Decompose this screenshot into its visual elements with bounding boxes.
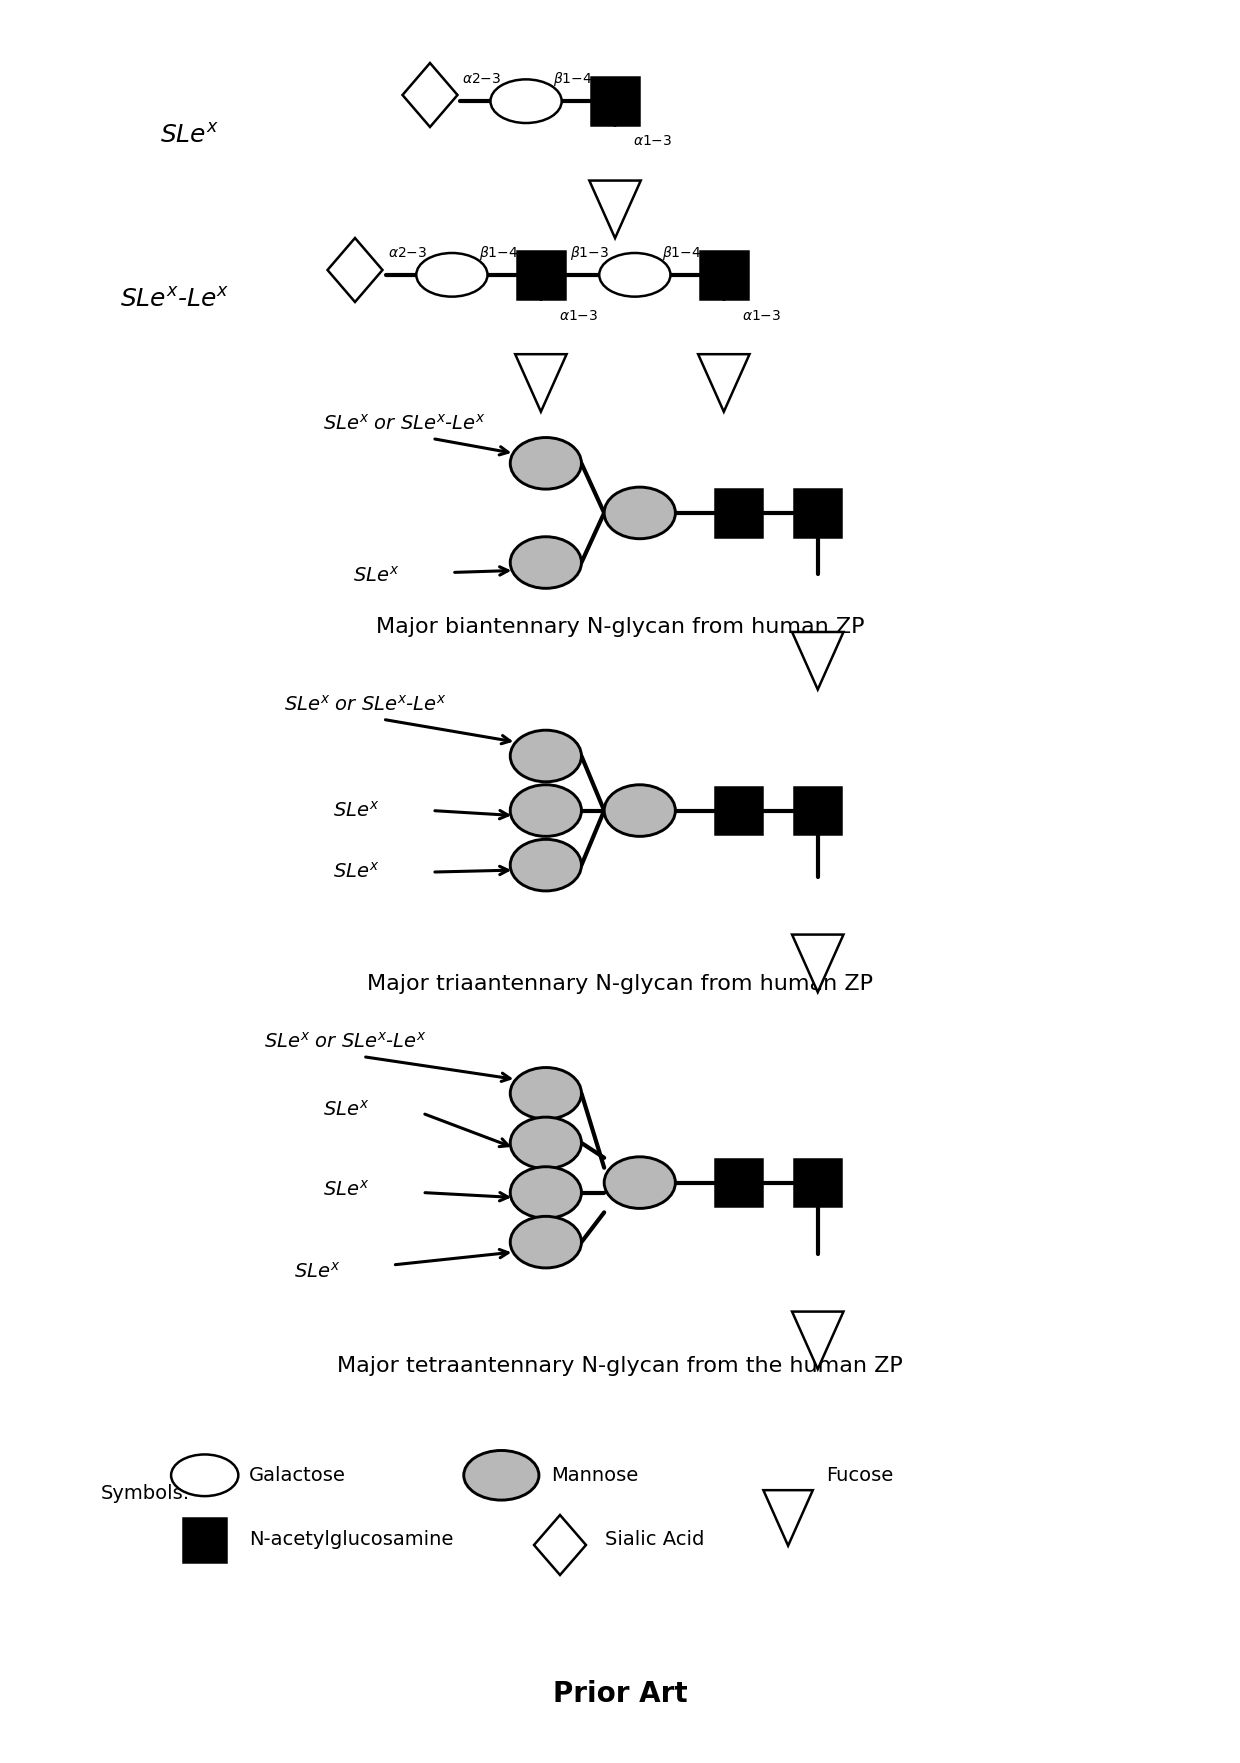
Ellipse shape — [510, 536, 582, 589]
Ellipse shape — [604, 785, 676, 836]
Polygon shape — [515, 354, 567, 413]
Text: $\beta$1−4: $\beta$1−4 — [553, 71, 593, 88]
Text: Prior Art: Prior Art — [553, 1680, 687, 1708]
Text: $SLe^x$ or $SLe^x$-$Le^x$: $SLe^x$ or $SLe^x$-$Le^x$ — [284, 695, 446, 714]
Text: $SLe^x$-$Le^x$: $SLe^x$-$Le^x$ — [120, 287, 229, 312]
Ellipse shape — [510, 1118, 582, 1169]
Ellipse shape — [510, 1068, 582, 1120]
Text: $\alpha$1−3: $\alpha$1−3 — [632, 134, 672, 148]
Text: Major triaantennary N-glycan from human ZP: Major triaantennary N-glycan from human … — [367, 975, 873, 994]
Text: Major tetraantennary N-glycan from the human ZP: Major tetraantennary N-glycan from the h… — [337, 1356, 903, 1377]
Bar — [715, 1158, 763, 1206]
Text: Major biantennary N-glycan from human ZP: Major biantennary N-glycan from human ZP — [376, 617, 864, 636]
Bar — [794, 1158, 842, 1206]
Text: N-acetylglucosamine: N-acetylglucosamine — [249, 1530, 454, 1550]
Text: Galactose: Galactose — [249, 1465, 346, 1484]
Ellipse shape — [171, 1454, 238, 1497]
Polygon shape — [327, 238, 382, 301]
Polygon shape — [792, 1312, 843, 1370]
Polygon shape — [792, 631, 843, 689]
Bar — [591, 78, 639, 125]
Bar — [715, 488, 763, 536]
Ellipse shape — [464, 1451, 539, 1500]
Text: $\alpha$2−3: $\alpha$2−3 — [388, 247, 427, 259]
Text: Fucose: Fucose — [826, 1465, 893, 1484]
Text: $\beta$1−4: $\beta$1−4 — [479, 243, 518, 263]
Text: $SLe^x$ or $SLe^x$-$Le^x$: $SLe^x$ or $SLe^x$-$Le^x$ — [324, 414, 486, 434]
Text: $\beta$1−4: $\beta$1−4 — [662, 243, 701, 263]
Bar — [794, 488, 842, 536]
Bar — [701, 250, 748, 298]
Polygon shape — [792, 934, 843, 993]
Text: $SLe^x$: $SLe^x$ — [160, 123, 219, 148]
Text: $SLe^x$ or $SLe^x$-$Le^x$: $SLe^x$ or $SLe^x$-$Le^x$ — [264, 1031, 427, 1053]
Ellipse shape — [491, 79, 562, 123]
Polygon shape — [534, 1514, 587, 1574]
Text: Mannose: Mannose — [551, 1465, 639, 1484]
Bar — [715, 786, 763, 834]
Polygon shape — [764, 1490, 812, 1546]
Text: $\alpha$2−3: $\alpha$2−3 — [463, 72, 501, 86]
Polygon shape — [403, 63, 458, 127]
Text: $\alpha$1−3: $\alpha$1−3 — [742, 310, 781, 323]
Ellipse shape — [604, 1157, 676, 1208]
Bar — [794, 786, 842, 834]
Ellipse shape — [510, 437, 582, 488]
Text: $SLe^x$: $SLe^x$ — [324, 1100, 370, 1120]
Polygon shape — [589, 180, 641, 238]
Text: $SLe^x$: $SLe^x$ — [324, 1179, 370, 1199]
Ellipse shape — [599, 254, 671, 296]
Text: Symbols:: Symbols: — [100, 1484, 190, 1502]
Text: $SLe^x$: $SLe^x$ — [334, 800, 379, 820]
Text: Sialic Acid: Sialic Acid — [605, 1530, 704, 1550]
Polygon shape — [698, 354, 749, 413]
Bar — [517, 250, 564, 298]
Ellipse shape — [604, 487, 676, 539]
Text: $SLe^x$: $SLe^x$ — [294, 1262, 340, 1282]
Text: $SLe^x$: $SLe^x$ — [334, 862, 379, 882]
Ellipse shape — [510, 1167, 582, 1218]
Text: $\alpha$1−3: $\alpha$1−3 — [559, 310, 598, 323]
Ellipse shape — [510, 730, 582, 781]
Bar — [184, 1518, 227, 1562]
Ellipse shape — [510, 1216, 582, 1268]
Text: $SLe^x$: $SLe^x$ — [353, 566, 399, 585]
Ellipse shape — [417, 254, 487, 296]
Ellipse shape — [510, 785, 582, 836]
Ellipse shape — [510, 839, 582, 890]
Text: $\beta$1−3: $\beta$1−3 — [570, 243, 609, 263]
